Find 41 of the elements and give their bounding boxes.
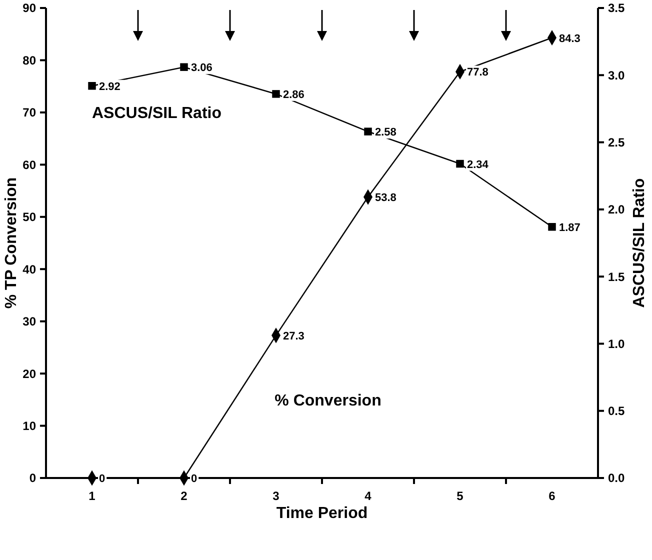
x-tick-label: 2	[180, 489, 188, 503]
data-label: 0	[191, 473, 198, 485]
y-tick-label: 30	[22, 314, 36, 329]
data-label: 77.8	[467, 66, 488, 79]
y2-tick-label: 1.0	[608, 336, 626, 351]
y2-tick-label: 2.0	[608, 202, 626, 217]
data-label: 2.92	[99, 80, 120, 93]
x-tick-label: 1	[88, 489, 96, 503]
x-tick-label: 4	[364, 489, 372, 503]
y2-tick-label: 0.5	[608, 404, 626, 418]
y2-axis-title: ASCUS/SIL Ratio	[631, 178, 648, 308]
y-tick-label: 20	[22, 366, 36, 381]
data-label: 2.34	[467, 158, 490, 171]
y2-tick-label: 0.0	[608, 471, 626, 486]
data-label: 2.86	[283, 88, 304, 101]
data-label: 1.87	[559, 222, 580, 234]
y-tick-label: 70	[22, 106, 36, 120]
data-label: 53.8	[375, 192, 396, 204]
data-label: 0	[99, 473, 106, 485]
series-label: ASCUS/SIL Ratio	[92, 104, 222, 122]
y2-tick-label: 1.5	[608, 270, 626, 284]
y-tick-label: 90	[22, 1, 36, 16]
data-label: 84.3	[559, 32, 580, 45]
y2-tick-label: 2.5	[608, 135, 626, 150]
x-tick-label: 6	[548, 489, 556, 503]
y-tick-label: 10	[22, 418, 36, 433]
y-axis-title: % TP Conversion	[3, 177, 20, 309]
data-label: 3.06	[191, 62, 212, 74]
y-tick-label: 60	[22, 158, 36, 172]
data-label: 27.3	[283, 330, 304, 342]
series-label: % Conversion	[274, 392, 382, 410]
y-tick-label: 80	[22, 53, 36, 68]
x-axis-title: Time Period	[276, 505, 368, 522]
y-tick-label: 0	[29, 471, 36, 486]
y2-tick-label: 3.0	[608, 68, 626, 82]
x-tick-label: 5	[456, 489, 464, 503]
x-tick-label: 3	[272, 489, 280, 503]
y-tick-label: 50	[22, 210, 36, 224]
y2-tick-label: 3.5	[608, 1, 626, 16]
data-label: 2.58	[375, 126, 396, 139]
y-tick-label: 40	[22, 262, 36, 276]
